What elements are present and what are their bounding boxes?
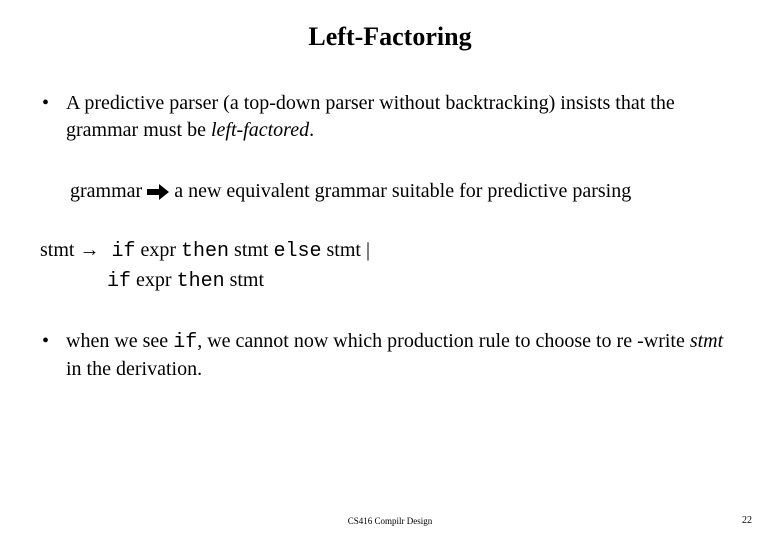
bullet-1: • A predictive parser (a top-down parser… [38,90,742,144]
g1-f: else [273,240,321,263]
bullet-1-text: A predictive parser (a top-down parser w… [66,90,742,144]
arrow-line: grammar a new equivalent grammar suitabl… [38,178,742,206]
footer-center: CS416 Compilr Design [0,516,780,526]
page-number: 22 [742,515,752,526]
production-arrow-icon: → [79,239,99,261]
g2-d: stmt [225,269,264,291]
bullet-2: • when we see if, we cannot now which pr… [38,328,742,383]
g2-b: expr [131,269,177,291]
grammar-line-2: if expr then stmt [40,266,742,296]
g1-d: then [181,240,229,263]
g1-b: if [99,240,135,263]
bullet-2-e: in the derivation. [66,358,202,380]
bullet-2-italic: stmt [690,330,723,352]
slide: Left-Factoring • A predictive parser (a … [0,0,780,540]
arrow-line-a: grammar [70,180,147,202]
bullet-1-part-c: . [309,119,314,141]
g1-a: stmt [40,239,79,261]
g1-c: expr [135,239,181,261]
g2-c: then [177,270,225,293]
g2-a: if [107,270,131,293]
bullet-dot-icon: • [38,328,66,383]
bullet-dot-icon: • [38,90,66,144]
bullet-2-mono: if [173,331,197,354]
bullet-1-part-a: A predictive parser (a top-down parser w… [66,92,675,141]
g1-e: stmt [229,239,273,261]
bullet-2-a: when we see [66,330,173,352]
bullet-1-italic: left-factored [211,119,309,141]
g1-g: stmt | [322,239,370,261]
arrow-line-b: a new equivalent grammar suitable for pr… [169,180,631,202]
bullet-2-c: , we cannot now which production rule to… [197,330,690,352]
grammar-block: stmt → if expr then stmt else stmt | if … [38,236,742,296]
slide-title: Left-Factoring [38,22,742,52]
grammar-line-1: stmt → if expr then stmt else stmt | [40,236,742,266]
bullet-2-text: when we see if, we cannot now which prod… [66,328,742,383]
arrow-right-icon [147,179,169,206]
